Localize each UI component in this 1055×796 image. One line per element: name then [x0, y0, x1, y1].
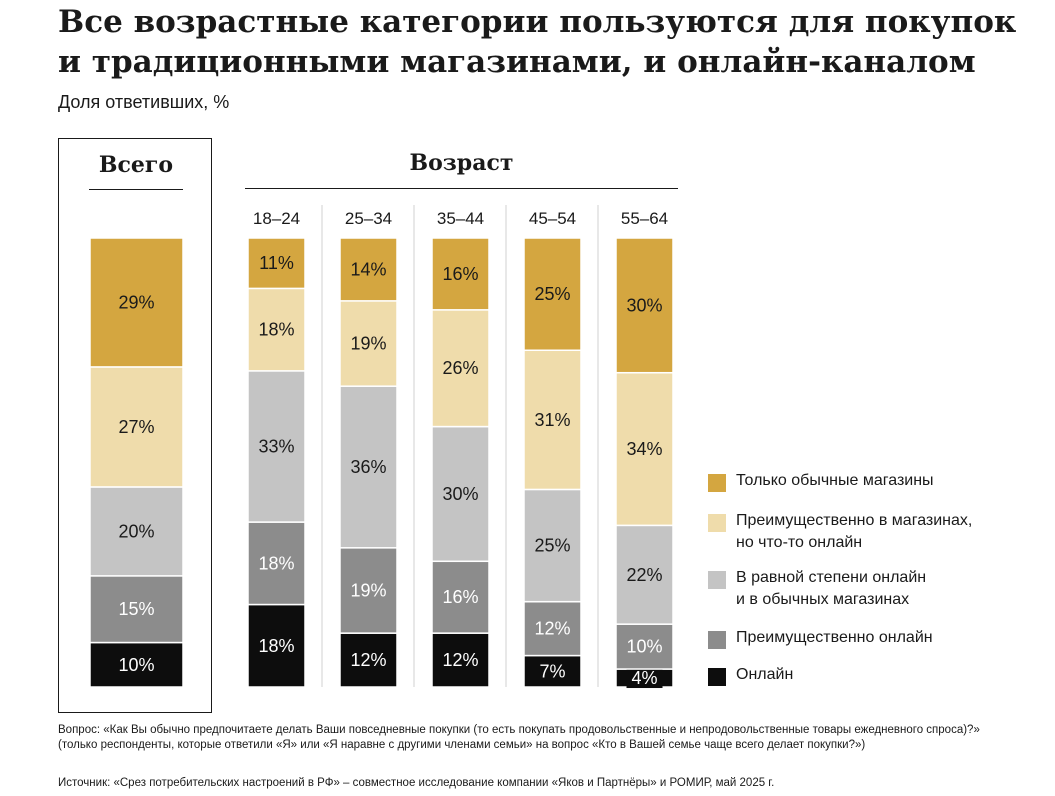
data-label: 33%	[258, 436, 294, 456]
data-label: 22%	[626, 565, 662, 585]
total-group-frame	[58, 138, 212, 713]
data-label: 36%	[350, 457, 386, 477]
bar-segment	[523, 654, 582, 688]
data-label: 25%	[534, 536, 570, 556]
data-label: 16%	[442, 264, 478, 284]
data-label: 29%	[118, 292, 154, 312]
bar-segment	[89, 486, 184, 577]
total-group-rule	[89, 189, 183, 190]
bar-segment	[523, 349, 582, 491]
bar-segment	[431, 237, 490, 311]
bar-segment	[247, 603, 306, 688]
data-label: 10%	[626, 637, 662, 657]
legend-label: Преимущественно онлайн	[736, 629, 933, 646]
legend-item-equal: В равной степени онлайн и в обычных мага…	[708, 567, 1036, 611]
legend-item-online: Онлайн	[708, 664, 1036, 686]
category-label: 18–24	[253, 209, 300, 228]
legend-item-mostly-online: Преимущественно онлайн	[708, 627, 1036, 649]
bar-segment	[247, 237, 306, 290]
legend-swatch	[708, 631, 726, 649]
bar-segment	[89, 237, 184, 368]
data-label: 26%	[442, 358, 478, 378]
data-label: 31%	[534, 410, 570, 430]
data-label: 30%	[442, 484, 478, 504]
legend-label: В равной степени онлайн и в обычных мага…	[736, 569, 927, 608]
total-group-label: Всего	[98, 152, 174, 178]
bar-segment	[431, 560, 490, 634]
bar-segment	[431, 632, 490, 688]
data-label: 15%	[118, 599, 154, 619]
bar-segment	[339, 547, 398, 634]
legend-label: Только обычные магазины	[736, 472, 934, 489]
data-label: 12%	[350, 650, 386, 670]
data-label: 12%	[534, 619, 570, 639]
bar-segment	[523, 600, 582, 657]
bar-segment	[339, 237, 398, 302]
data-label: 19%	[350, 334, 386, 354]
data-label: 11%	[259, 253, 294, 273]
data-label: 18%	[258, 636, 294, 656]
data-label: 30%	[626, 295, 662, 315]
data-label: 7%	[539, 661, 565, 681]
data-label-background	[626, 666, 663, 689]
data-label: 19%	[350, 580, 386, 600]
legend-swatch	[708, 514, 726, 532]
legend-item-mostly-stores: Преимущественно в магазинах, но что-то о…	[708, 510, 1036, 554]
data-label: 25%	[534, 284, 570, 304]
bar-segment	[339, 300, 398, 387]
bar-segment	[247, 521, 306, 606]
data-label: 18%	[258, 320, 294, 340]
bar-segment	[615, 371, 674, 527]
category-label: 45–54	[529, 209, 576, 228]
bar-segment	[89, 641, 184, 688]
bar-segment	[523, 488, 582, 603]
bar-segment	[339, 385, 398, 549]
data-label: 12%	[442, 650, 478, 670]
legend-item-only-stores: Только обычные магазины	[708, 470, 1036, 492]
category-label: 25–34	[345, 209, 392, 228]
bar-segment	[615, 524, 674, 625]
category-label: 55–64	[621, 209, 668, 228]
data-label: 10%	[118, 655, 154, 675]
legend-label: Преимущественно в магазинах, но что-то о…	[736, 512, 973, 551]
legend-swatch	[708, 571, 726, 589]
bar-segment	[247, 370, 306, 523]
data-label: 18%	[258, 553, 294, 573]
bar-segment	[339, 632, 398, 688]
bar-segment	[89, 575, 184, 644]
legend-swatch	[708, 474, 726, 492]
age-group-rule	[245, 188, 678, 189]
source-note: Источник: «Срез потребительских настроен…	[58, 777, 775, 789]
data-label: 16%	[442, 587, 478, 607]
bar-segment	[615, 237, 674, 374]
chart-title: Все возрастные категории пользуются для …	[58, 4, 1017, 80]
bar-segment	[615, 623, 674, 670]
data-label: 4%	[631, 668, 657, 688]
data-label: 20%	[118, 521, 154, 541]
legend-label: Онлайн	[736, 666, 794, 683]
chart-subtitle: Доля ответивших, %	[58, 92, 230, 112]
footnote: Вопрос: «Как Вы обычно предпочитаете дел…	[58, 724, 980, 751]
bar-segment	[247, 287, 306, 372]
data-label: 34%	[626, 439, 662, 459]
bar-segment	[431, 309, 490, 428]
data-label: 27%	[118, 417, 154, 437]
bar-segment	[431, 425, 490, 563]
bar-segment	[89, 366, 184, 488]
bar-segment	[523, 237, 582, 351]
data-label: 14%	[350, 259, 386, 279]
category-label: 35–44	[437, 209, 484, 228]
legend-swatch	[708, 668, 726, 686]
age-group-label: Возраст	[409, 150, 514, 176]
